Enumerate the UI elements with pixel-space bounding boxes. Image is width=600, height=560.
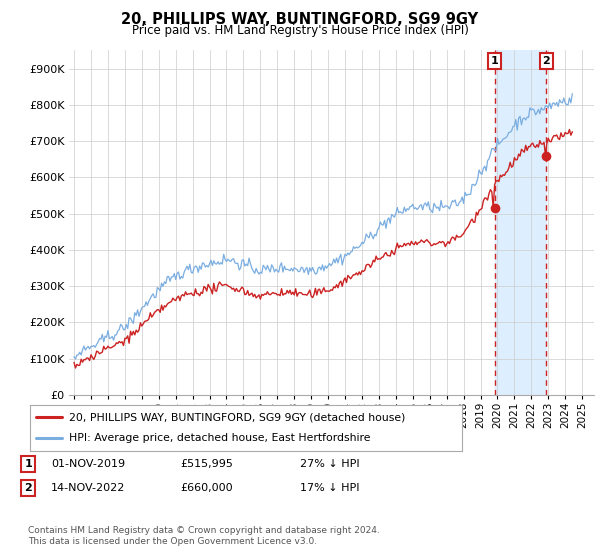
Text: 1: 1	[491, 56, 499, 66]
Text: 14-NOV-2022: 14-NOV-2022	[51, 483, 125, 493]
Text: £660,000: £660,000	[180, 483, 233, 493]
Text: 27% ↓ HPI: 27% ↓ HPI	[300, 459, 359, 469]
Text: £515,995: £515,995	[180, 459, 233, 469]
Text: HPI: Average price, detached house, East Hertfordshire: HPI: Average price, detached house, East…	[69, 433, 370, 444]
Text: 17% ↓ HPI: 17% ↓ HPI	[300, 483, 359, 493]
Bar	[494, 50, 546, 395]
Text: 20, PHILLIPS WAY, BUNTINGFORD, SG9 9GY (detached house): 20, PHILLIPS WAY, BUNTINGFORD, SG9 9GY (…	[69, 412, 405, 422]
Text: Contains HM Land Registry data © Crown copyright and database right 2024.
This d: Contains HM Land Registry data © Crown c…	[28, 526, 380, 546]
Text: 1: 1	[25, 459, 32, 469]
Text: 20, PHILLIPS WAY, BUNTINGFORD, SG9 9GY: 20, PHILLIPS WAY, BUNTINGFORD, SG9 9GY	[121, 12, 479, 27]
Text: 2: 2	[25, 483, 32, 493]
Text: 01-NOV-2019: 01-NOV-2019	[51, 459, 125, 469]
Text: Price paid vs. HM Land Registry's House Price Index (HPI): Price paid vs. HM Land Registry's House …	[131, 24, 469, 36]
Text: 2: 2	[542, 56, 550, 66]
